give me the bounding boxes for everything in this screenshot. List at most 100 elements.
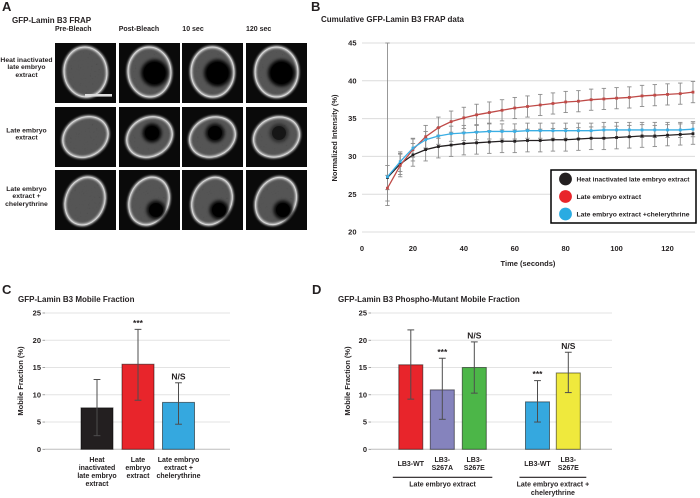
data-series-markers — [386, 127, 695, 179]
y-tick-label: 45 — [348, 39, 356, 48]
data-series-markers — [386, 90, 695, 190]
y-tick-label: 0 — [363, 445, 367, 454]
phospho-mutant-bar-chart: 0 5 10 15 20 25 Mobile Fraction (%) LB3-WT *** LB… — [343, 309, 612, 497]
error-bar — [93, 379, 101, 437]
category-label: S267E — [558, 465, 579, 472]
bleach-spot — [146, 200, 166, 220]
x-tick-label: 80 — [562, 244, 570, 253]
error-bar — [175, 382, 182, 425]
frap-microscopy-image — [246, 106, 307, 167]
bleach-spot — [142, 123, 162, 142]
y-tick-label: 25 — [348, 190, 356, 199]
category-label: Late embryo — [158, 457, 200, 464]
frap-microscopy-image — [55, 43, 116, 103]
x-tick-label: 60 — [511, 244, 519, 253]
frap-microscopy-image — [118, 43, 180, 103]
error-bar — [470, 341, 478, 394]
category-label: embryo — [125, 465, 150, 472]
y-tick-label: 25 — [359, 309, 367, 318]
legend: Heat inactivated late embryo extract Late… — [550, 169, 697, 224]
y-tick-label: 5 — [37, 418, 41, 427]
category-label: LB3- — [561, 457, 577, 464]
y-axis-title: Mobile Fraction (%) — [16, 346, 25, 416]
significance-annotation: N/S — [561, 341, 576, 351]
y-tick-label: 15 — [359, 363, 367, 372]
legend-item: Late embryo extract — [559, 190, 642, 203]
legend-label: Late embryo extract +chelerythrine — [577, 211, 690, 218]
error-bar — [438, 357, 446, 420]
category-label: S267E — [464, 465, 485, 472]
panel-label-d: D — [312, 282, 322, 297]
y-tick-label: 35 — [348, 114, 356, 123]
y-tick-label: 20 — [33, 336, 41, 345]
category-label: chelerythrine — [157, 473, 201, 480]
category-label: extract — [127, 473, 151, 480]
y-axis-title: Mobile Fraction (%) — [343, 346, 352, 416]
category-label: extract — [86, 481, 110, 488]
legend-item: Late embryo extract +chelerythrine — [559, 207, 690, 221]
frap-timecourse-line-chart: 20 25 30 35 40 45 0 20 40 60 80 100 120 Time (seconds… — [330, 39, 697, 268]
bleach-spot — [269, 123, 289, 142]
legend-marker — [559, 207, 572, 221]
panel-a-title: GFP-Lamin B3 FRAP — [12, 16, 92, 25]
row-label: Late embryo extract — [6, 127, 47, 142]
column-header: 10 sec — [182, 26, 204, 33]
category-label: LB3-WT — [398, 461, 425, 468]
row-label: Late embryo extract + chelerythrine — [5, 185, 48, 208]
significance-annotation: N/S — [171, 371, 186, 381]
panel-label-b: B — [311, 0, 321, 14]
frap-microscopy-image — [182, 43, 244, 103]
significance-annotation: *** — [437, 347, 448, 357]
bar — [398, 364, 424, 450]
category-label: extract + — [164, 465, 193, 472]
column-header: 120 sec — [246, 26, 272, 33]
scale-bar — [85, 94, 112, 97]
error-bar — [134, 328, 142, 401]
frap-microscopy-image — [182, 170, 244, 230]
x-tick-label: 0 — [360, 244, 364, 253]
group-label: Late embryo extract + — [517, 482, 590, 489]
panel-label-c: C — [2, 282, 12, 297]
category-label: S267A — [432, 465, 453, 472]
x-axis-title: Time (seconds) — [501, 259, 556, 268]
legend-marker — [559, 190, 572, 203]
x-tick-label: 20 — [409, 244, 417, 253]
column-header: Post-Bleach — [118, 26, 160, 33]
legend-label: Late embryo extract — [577, 194, 642, 201]
y-tick-label: 20 — [359, 336, 367, 345]
bleach-spot — [268, 59, 295, 87]
row-label: Heat inactivated late embryo extract — [0, 56, 53, 79]
panel-d-title: GFP-Lamin B3 Phospho-Mutant Mobile Fract… — [338, 295, 520, 304]
frap-microscopy-image — [246, 170, 307, 230]
x-tick-label: 40 — [460, 244, 468, 253]
category-label: LB3- — [467, 457, 483, 464]
category-label: Heat — [89, 457, 105, 464]
bleach-spot — [140, 59, 168, 87]
frap-microscopy-image — [182, 106, 244, 167]
significance-annotation: N/S — [467, 330, 482, 340]
bleach-spot — [209, 200, 229, 220]
category-label: Late — [131, 457, 146, 464]
y-tick-label: 25 — [33, 309, 41, 318]
significance-annotation: *** — [533, 369, 544, 379]
mobile-fraction-bar-chart: 0 5 10 15 20 25 Mobile Fraction (%) Heatinactiv… — [16, 309, 230, 488]
error-bar — [407, 329, 415, 400]
panel-c-title: GFP-Lamin B3 Mobile Fraction — [18, 295, 135, 304]
group-label: chelerythrine — [531, 490, 575, 497]
bleach-spot — [204, 59, 232, 87]
y-tick-label: 10 — [359, 390, 367, 399]
category-label: inactivated — [79, 465, 116, 472]
y-tick-label: 40 — [348, 76, 356, 85]
error-bar — [534, 380, 541, 423]
frap-microscopy-image — [246, 43, 307, 103]
y-tick-label: 10 — [33, 390, 41, 399]
error-bar — [564, 351, 572, 394]
y-axis-title: Normalized Intensity (%) — [330, 94, 339, 182]
frap-microscopy-image — [55, 106, 116, 167]
legend-item: Heat inactivated late embryo extract — [559, 172, 690, 186]
legend-marker — [559, 172, 572, 186]
category-label: late embryo — [77, 473, 116, 480]
bleach-spot — [273, 200, 293, 220]
frap-microscopy-image — [118, 170, 180, 230]
